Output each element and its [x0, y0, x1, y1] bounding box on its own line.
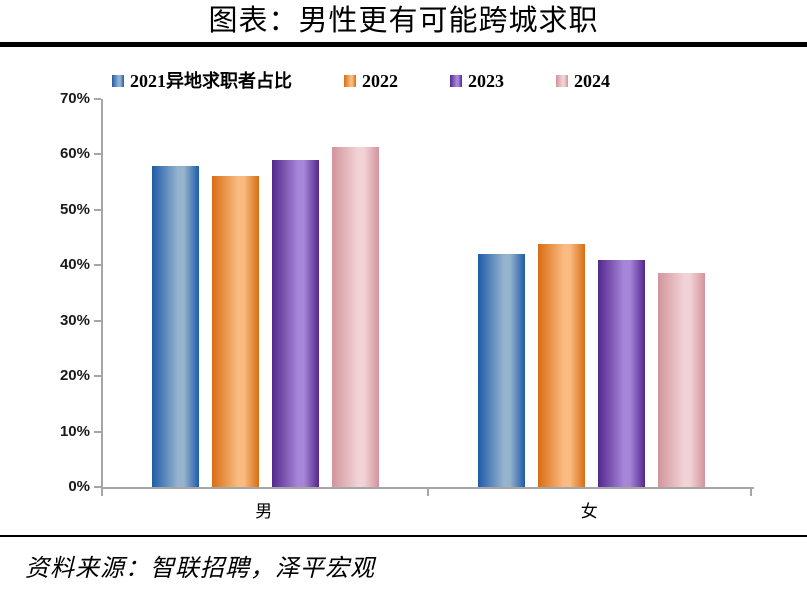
- legend-swatch-icon: [112, 75, 124, 87]
- y-tick-label: 20%: [59, 367, 90, 385]
- legend-swatch-icon: [450, 75, 462, 87]
- y-tick-mark: [94, 319, 101, 322]
- legend-label: 2023: [468, 71, 504, 91]
- bar-女-2022: [537, 244, 585, 487]
- bar-女-2021: [477, 254, 525, 487]
- legend-label: 2021异地求职者占比: [130, 71, 292, 91]
- x-tick-mark: [101, 489, 103, 496]
- chart-title: 图表：男性更有可能跨城求职: [208, 5, 599, 37]
- x-category-label-女: 女: [580, 502, 598, 521]
- footer-divider: [0, 535, 807, 537]
- bar-男-2022: [212, 175, 260, 487]
- y-tick-mark: [94, 486, 101, 488]
- bar-男-2023: [272, 159, 320, 487]
- x-tick-mark: [426, 489, 429, 496]
- bar-男-2024: [332, 146, 380, 487]
- y-tick-label: 10%: [59, 422, 90, 440]
- y-tick-mark: [94, 98, 101, 100]
- bar-女-2024: [657, 273, 705, 487]
- legend-item-2023: 2023: [450, 71, 504, 91]
- legend-swatch-icon: [344, 75, 356, 87]
- plot-area: [101, 99, 754, 489]
- y-tick-label: 50%: [59, 200, 90, 218]
- bar-女-2023: [597, 259, 645, 487]
- legend-label: 2024: [574, 71, 610, 91]
- x-category-label-男: 男: [255, 502, 273, 521]
- y-tick-label: 70%: [59, 90, 90, 107]
- legend-item-2022: 2022: [344, 71, 398, 91]
- legend-swatch-icon: [556, 75, 568, 87]
- legend-item-2021: 2021异地求职者占比: [112, 71, 292, 91]
- y-tick-mark: [94, 208, 101, 211]
- legend-item-2024: 2024: [556, 71, 610, 91]
- title-divider: [0, 42, 807, 47]
- legend: 2021异地求职者占比 2022 2023 2024: [112, 71, 610, 91]
- y-tick-mark: [94, 430, 101, 433]
- y-tick-label: 30%: [59, 311, 90, 329]
- legend-label: 2022: [362, 71, 398, 91]
- source-note: 资料来源：智联招聘，泽平宏观: [25, 556, 375, 582]
- y-tick-label: 40%: [59, 256, 90, 274]
- y-tick-mark: [94, 153, 101, 156]
- y-tick-mark: [94, 375, 101, 378]
- y-tick-label: 60%: [59, 145, 90, 163]
- x-tick-mark: [750, 489, 752, 496]
- y-tick-label: 0%: [68, 478, 90, 495]
- y-tick-mark: [94, 264, 101, 267]
- bar-男-2021: [152, 165, 200, 487]
